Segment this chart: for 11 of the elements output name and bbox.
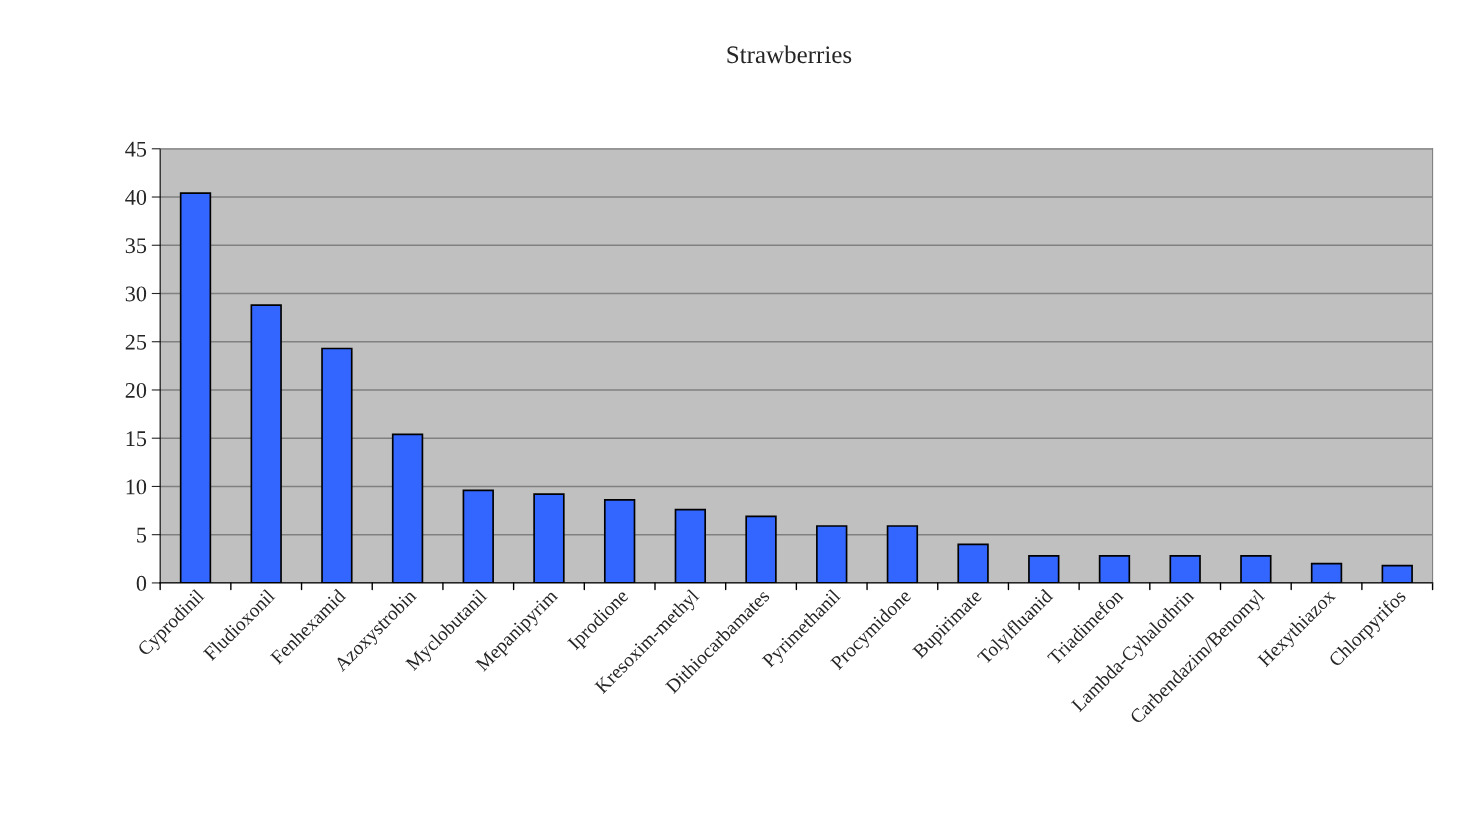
y-tick-label: 20	[125, 382, 147, 398]
chart-title: Strawberries	[727, 45, 852, 64]
y-tick-label: 0	[136, 575, 147, 591]
y-tick-label: 30	[125, 286, 147, 302]
y-tick-label: 40	[125, 189, 147, 205]
y-tick-label: 15	[126, 431, 147, 447]
y-tick-label: 5	[137, 527, 147, 543]
y-tick-label: 25	[125, 334, 147, 350]
y-tick-label: 10	[126, 479, 147, 495]
y-tick-label: 45	[125, 141, 147, 157]
y-tick-label: 35	[125, 238, 147, 254]
